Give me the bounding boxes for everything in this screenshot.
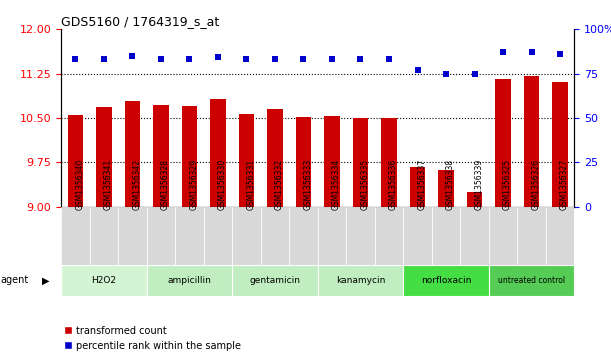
Bar bbox=[524, 77, 540, 207]
Bar bbox=[409, 167, 425, 207]
Text: GSM1356336: GSM1356336 bbox=[389, 159, 398, 210]
Text: GSM1356341: GSM1356341 bbox=[104, 159, 113, 210]
Text: kanamycin: kanamycin bbox=[336, 276, 385, 285]
Bar bbox=[232, 265, 318, 296]
Text: gentamicin: gentamicin bbox=[249, 276, 301, 285]
Point bbox=[527, 49, 536, 55]
Bar bbox=[489, 265, 574, 296]
Point bbox=[555, 51, 565, 57]
Text: ampicillin: ampicillin bbox=[167, 276, 211, 285]
Text: untreated control: untreated control bbox=[498, 276, 565, 285]
Bar bbox=[96, 107, 112, 207]
Text: GSM1356330: GSM1356330 bbox=[218, 159, 227, 210]
Bar bbox=[61, 207, 90, 265]
Bar bbox=[153, 105, 169, 207]
Bar bbox=[324, 116, 340, 207]
Bar bbox=[203, 207, 232, 265]
Bar bbox=[296, 117, 311, 207]
Bar bbox=[346, 207, 375, 265]
Text: GSM1356325: GSM1356325 bbox=[503, 159, 512, 210]
Point bbox=[327, 56, 337, 62]
Bar bbox=[381, 118, 397, 207]
Bar bbox=[61, 265, 147, 296]
Text: GSM1356327: GSM1356327 bbox=[560, 159, 569, 210]
Text: GSM1356335: GSM1356335 bbox=[360, 159, 370, 210]
Text: ▶: ▶ bbox=[42, 276, 49, 285]
Bar bbox=[353, 118, 368, 207]
Text: agent: agent bbox=[1, 276, 29, 285]
Bar bbox=[261, 207, 289, 265]
Text: GDS5160 / 1764319_s_at: GDS5160 / 1764319_s_at bbox=[61, 15, 219, 28]
Point bbox=[70, 56, 80, 62]
Bar bbox=[238, 114, 254, 207]
Point bbox=[384, 56, 394, 62]
Bar bbox=[546, 207, 574, 265]
Text: GSM1356337: GSM1356337 bbox=[417, 159, 426, 210]
Bar bbox=[438, 170, 454, 207]
Bar bbox=[403, 265, 489, 296]
Text: GSM1356338: GSM1356338 bbox=[446, 159, 455, 210]
Bar bbox=[318, 207, 346, 265]
Text: norfloxacin: norfloxacin bbox=[421, 276, 471, 285]
Point bbox=[270, 56, 280, 62]
Point bbox=[185, 56, 194, 62]
Bar bbox=[467, 192, 482, 207]
Bar bbox=[289, 207, 318, 265]
Bar bbox=[495, 79, 511, 207]
Point bbox=[498, 49, 508, 55]
Legend: transformed count, percentile rank within the sample: transformed count, percentile rank withi… bbox=[60, 322, 245, 355]
Point bbox=[441, 70, 451, 77]
Bar bbox=[210, 99, 226, 207]
Bar bbox=[232, 207, 261, 265]
Bar bbox=[375, 207, 403, 265]
Bar bbox=[68, 115, 83, 207]
Point bbox=[299, 56, 309, 62]
Text: GSM1356331: GSM1356331 bbox=[246, 159, 255, 210]
Point bbox=[128, 53, 137, 58]
Bar bbox=[147, 207, 175, 265]
Text: GSM1356340: GSM1356340 bbox=[75, 159, 84, 210]
Bar bbox=[432, 207, 460, 265]
Bar bbox=[147, 265, 232, 296]
Point bbox=[241, 56, 251, 62]
Text: GSM1356328: GSM1356328 bbox=[161, 159, 170, 210]
Bar bbox=[489, 207, 518, 265]
Text: GSM1356332: GSM1356332 bbox=[275, 159, 284, 210]
Bar bbox=[90, 207, 118, 265]
Bar bbox=[125, 101, 141, 207]
Bar bbox=[552, 82, 568, 207]
Bar bbox=[403, 207, 432, 265]
Point bbox=[412, 67, 422, 73]
Point bbox=[470, 70, 480, 77]
Point bbox=[156, 56, 166, 62]
Bar bbox=[460, 207, 489, 265]
Text: GSM1356334: GSM1356334 bbox=[332, 159, 341, 210]
Point bbox=[356, 56, 365, 62]
Bar bbox=[118, 207, 147, 265]
Text: GSM1356326: GSM1356326 bbox=[532, 159, 541, 210]
Point bbox=[213, 54, 223, 60]
Text: H2O2: H2O2 bbox=[92, 276, 116, 285]
Text: GSM1356339: GSM1356339 bbox=[475, 159, 483, 210]
Text: GSM1356329: GSM1356329 bbox=[189, 159, 199, 210]
Bar bbox=[318, 265, 403, 296]
Bar bbox=[518, 207, 546, 265]
Bar bbox=[181, 106, 197, 207]
Bar bbox=[267, 109, 283, 207]
Bar bbox=[175, 207, 203, 265]
Point bbox=[99, 56, 109, 62]
Text: GSM1356342: GSM1356342 bbox=[133, 159, 141, 210]
Text: GSM1356333: GSM1356333 bbox=[304, 159, 312, 210]
